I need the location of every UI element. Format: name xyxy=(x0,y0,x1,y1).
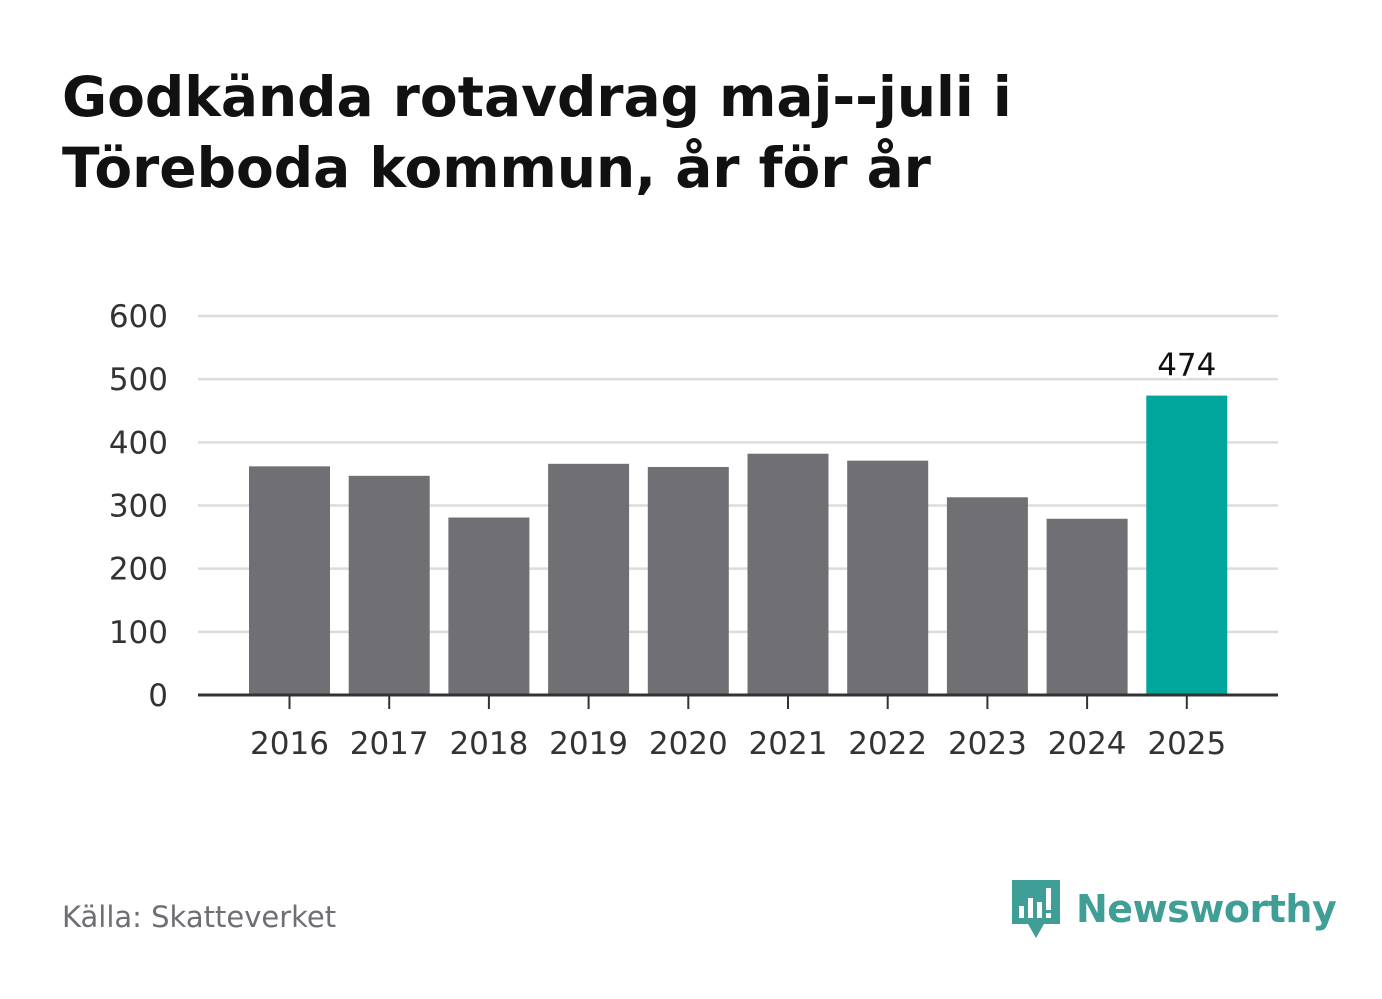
newsworthy-chart-icon xyxy=(1012,880,1060,938)
x-tick-label-2020: 2020 xyxy=(649,726,728,762)
y-tick-label-400: 400 xyxy=(109,425,168,461)
x-tick-label-2017: 2017 xyxy=(350,726,429,762)
bar-2022 xyxy=(847,460,929,695)
x-tick-label-2018: 2018 xyxy=(449,726,528,762)
x-tick-label-2023: 2023 xyxy=(948,726,1027,762)
y-axis: 0 100 200 300 400 500 600 xyxy=(109,299,168,714)
x-tick-label-2016: 2016 xyxy=(250,726,329,762)
brand-logo: Newsworthy xyxy=(1010,878,1337,940)
y-tick-label-0: 0 xyxy=(148,678,168,714)
x-axis: 2016 2017 2018 2019 2020 2021 2022 2023 2024 2025 xyxy=(198,693,1278,762)
bars xyxy=(249,395,1228,695)
x-tick-label-2019: 2019 xyxy=(549,726,628,762)
chart-title-line-2: Töreboda kommun, år för år xyxy=(62,136,931,200)
chart-title: Godkända rotavdrag maj--juli i Töreboda … xyxy=(62,62,1262,204)
data-label-2025: 474 xyxy=(1157,348,1216,384)
y-tick-label-600: 600 xyxy=(109,299,168,335)
x-tick-label-2025: 2025 xyxy=(1147,726,1226,762)
bar-2016 xyxy=(249,466,330,695)
bar-2020 xyxy=(647,466,729,695)
x-tick-label-2021: 2021 xyxy=(749,726,828,762)
y-tick-label-300: 300 xyxy=(109,489,168,525)
source-note: Källa: Skatteverket xyxy=(62,900,337,934)
bar-2025 xyxy=(1146,395,1228,695)
bar-2023 xyxy=(946,497,1028,695)
data-labels: 474 xyxy=(1154,345,1219,387)
chart-title-line-1: Godkända rotavdrag maj--juli i xyxy=(62,65,1012,129)
y-tick-label-200: 200 xyxy=(109,552,168,588)
bar-2017 xyxy=(348,475,430,695)
bar-2021 xyxy=(747,453,829,695)
bar-2024 xyxy=(1046,518,1128,695)
bar-2019 xyxy=(548,463,630,695)
y-tick-label-100: 100 xyxy=(109,615,168,651)
bar-2018 xyxy=(448,517,530,695)
x-tick-label-2022: 2022 xyxy=(848,726,927,762)
y-tick-label-500: 500 xyxy=(109,362,168,398)
brand-name: Newsworthy xyxy=(1076,887,1337,931)
x-tick-label-2024: 2024 xyxy=(1048,726,1127,762)
